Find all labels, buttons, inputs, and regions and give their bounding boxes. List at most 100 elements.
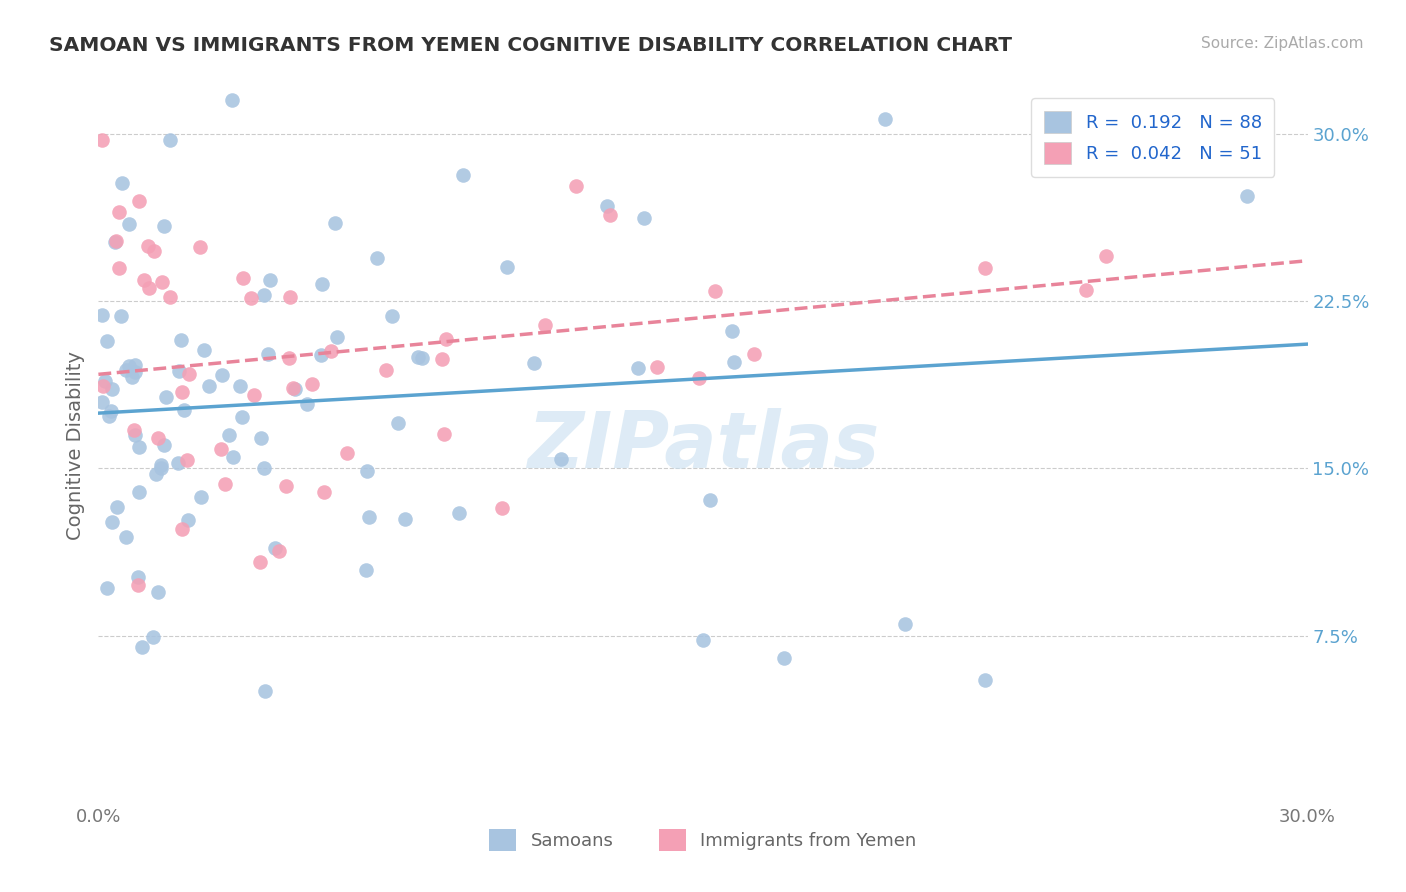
Point — [893, 617, 915, 632]
Point — [231, 409, 253, 424]
Point — [127, 578, 149, 592]
Point — [692, 633, 714, 648]
Point — [176, 513, 198, 527]
Point — [264, 541, 287, 555]
Point — [218, 427, 240, 442]
Point — [1256, 131, 1278, 145]
Point — [742, 347, 765, 361]
Point — [449, 506, 471, 520]
Point — [974, 673, 997, 687]
Point — [98, 409, 121, 423]
Point — [105, 234, 128, 248]
Point — [131, 640, 153, 654]
Point — [198, 379, 221, 393]
Point — [94, 375, 117, 389]
Point — [122, 423, 145, 437]
Point — [565, 179, 588, 194]
Point — [411, 351, 433, 365]
Point — [699, 492, 721, 507]
Point — [309, 348, 332, 362]
Point — [221, 93, 243, 107]
Point — [249, 555, 271, 569]
Point — [326, 330, 349, 344]
Point — [451, 168, 474, 182]
Point — [101, 382, 124, 396]
Point — [232, 271, 254, 285]
Point — [167, 456, 190, 470]
Point — [172, 522, 194, 536]
Point — [253, 461, 276, 475]
Point — [96, 334, 118, 349]
Point — [314, 485, 336, 500]
Point — [534, 318, 557, 333]
Point — [128, 194, 150, 208]
Point — [107, 260, 129, 275]
Point — [153, 438, 176, 452]
Point — [627, 360, 650, 375]
Point — [254, 684, 277, 698]
Point — [124, 427, 146, 442]
Point — [277, 351, 299, 365]
Point — [209, 442, 232, 457]
Point — [645, 360, 668, 375]
Point — [523, 355, 546, 369]
Point — [121, 370, 143, 384]
Point — [721, 324, 744, 338]
Point — [145, 467, 167, 481]
Point — [153, 219, 176, 234]
Point — [281, 381, 304, 395]
Point — [170, 385, 193, 400]
Point — [150, 461, 173, 475]
Point — [357, 509, 380, 524]
Text: SAMOAN VS IMMIGRANTS FROM YEMEN COGNITIVE DISABILITY CORRELATION CHART: SAMOAN VS IMMIGRANTS FROM YEMEN COGNITIV… — [49, 36, 1012, 54]
Point — [491, 501, 513, 516]
Point — [124, 365, 146, 379]
Point — [222, 450, 245, 464]
Point — [704, 284, 727, 298]
Point — [408, 351, 430, 365]
Point — [214, 476, 236, 491]
Point — [387, 416, 409, 430]
Point — [105, 500, 128, 515]
Text: Source: ZipAtlas.com: Source: ZipAtlas.com — [1201, 36, 1364, 51]
Point — [394, 512, 416, 526]
Point — [128, 485, 150, 500]
Point — [142, 630, 165, 644]
Point — [91, 395, 114, 409]
Point — [688, 371, 710, 385]
Point — [297, 397, 319, 411]
Point — [124, 358, 146, 372]
Point — [873, 112, 896, 126]
Point — [336, 446, 359, 460]
Point — [1236, 189, 1258, 203]
Point — [188, 240, 211, 254]
Point — [772, 651, 794, 665]
Point — [374, 363, 396, 377]
Point — [550, 452, 572, 467]
Point — [128, 440, 150, 454]
Point — [96, 581, 118, 595]
Point — [276, 479, 298, 493]
Point — [193, 343, 215, 358]
Point — [434, 332, 457, 346]
Point — [134, 273, 156, 287]
Point — [633, 211, 655, 225]
Point — [104, 235, 127, 249]
Y-axis label: Cognitive Disability: Cognitive Disability — [66, 351, 84, 541]
Point — [143, 244, 166, 259]
Point — [176, 453, 198, 467]
Point — [91, 132, 114, 146]
Point — [356, 464, 378, 478]
Point — [148, 431, 170, 445]
Point — [433, 427, 456, 442]
Point — [250, 431, 273, 445]
Point — [229, 378, 252, 392]
Point — [259, 272, 281, 286]
Point — [91, 308, 114, 322]
Point — [239, 291, 262, 305]
Point — [301, 377, 323, 392]
Point — [115, 530, 138, 544]
Point — [430, 351, 453, 366]
Point — [177, 367, 200, 381]
Point — [1175, 115, 1198, 129]
